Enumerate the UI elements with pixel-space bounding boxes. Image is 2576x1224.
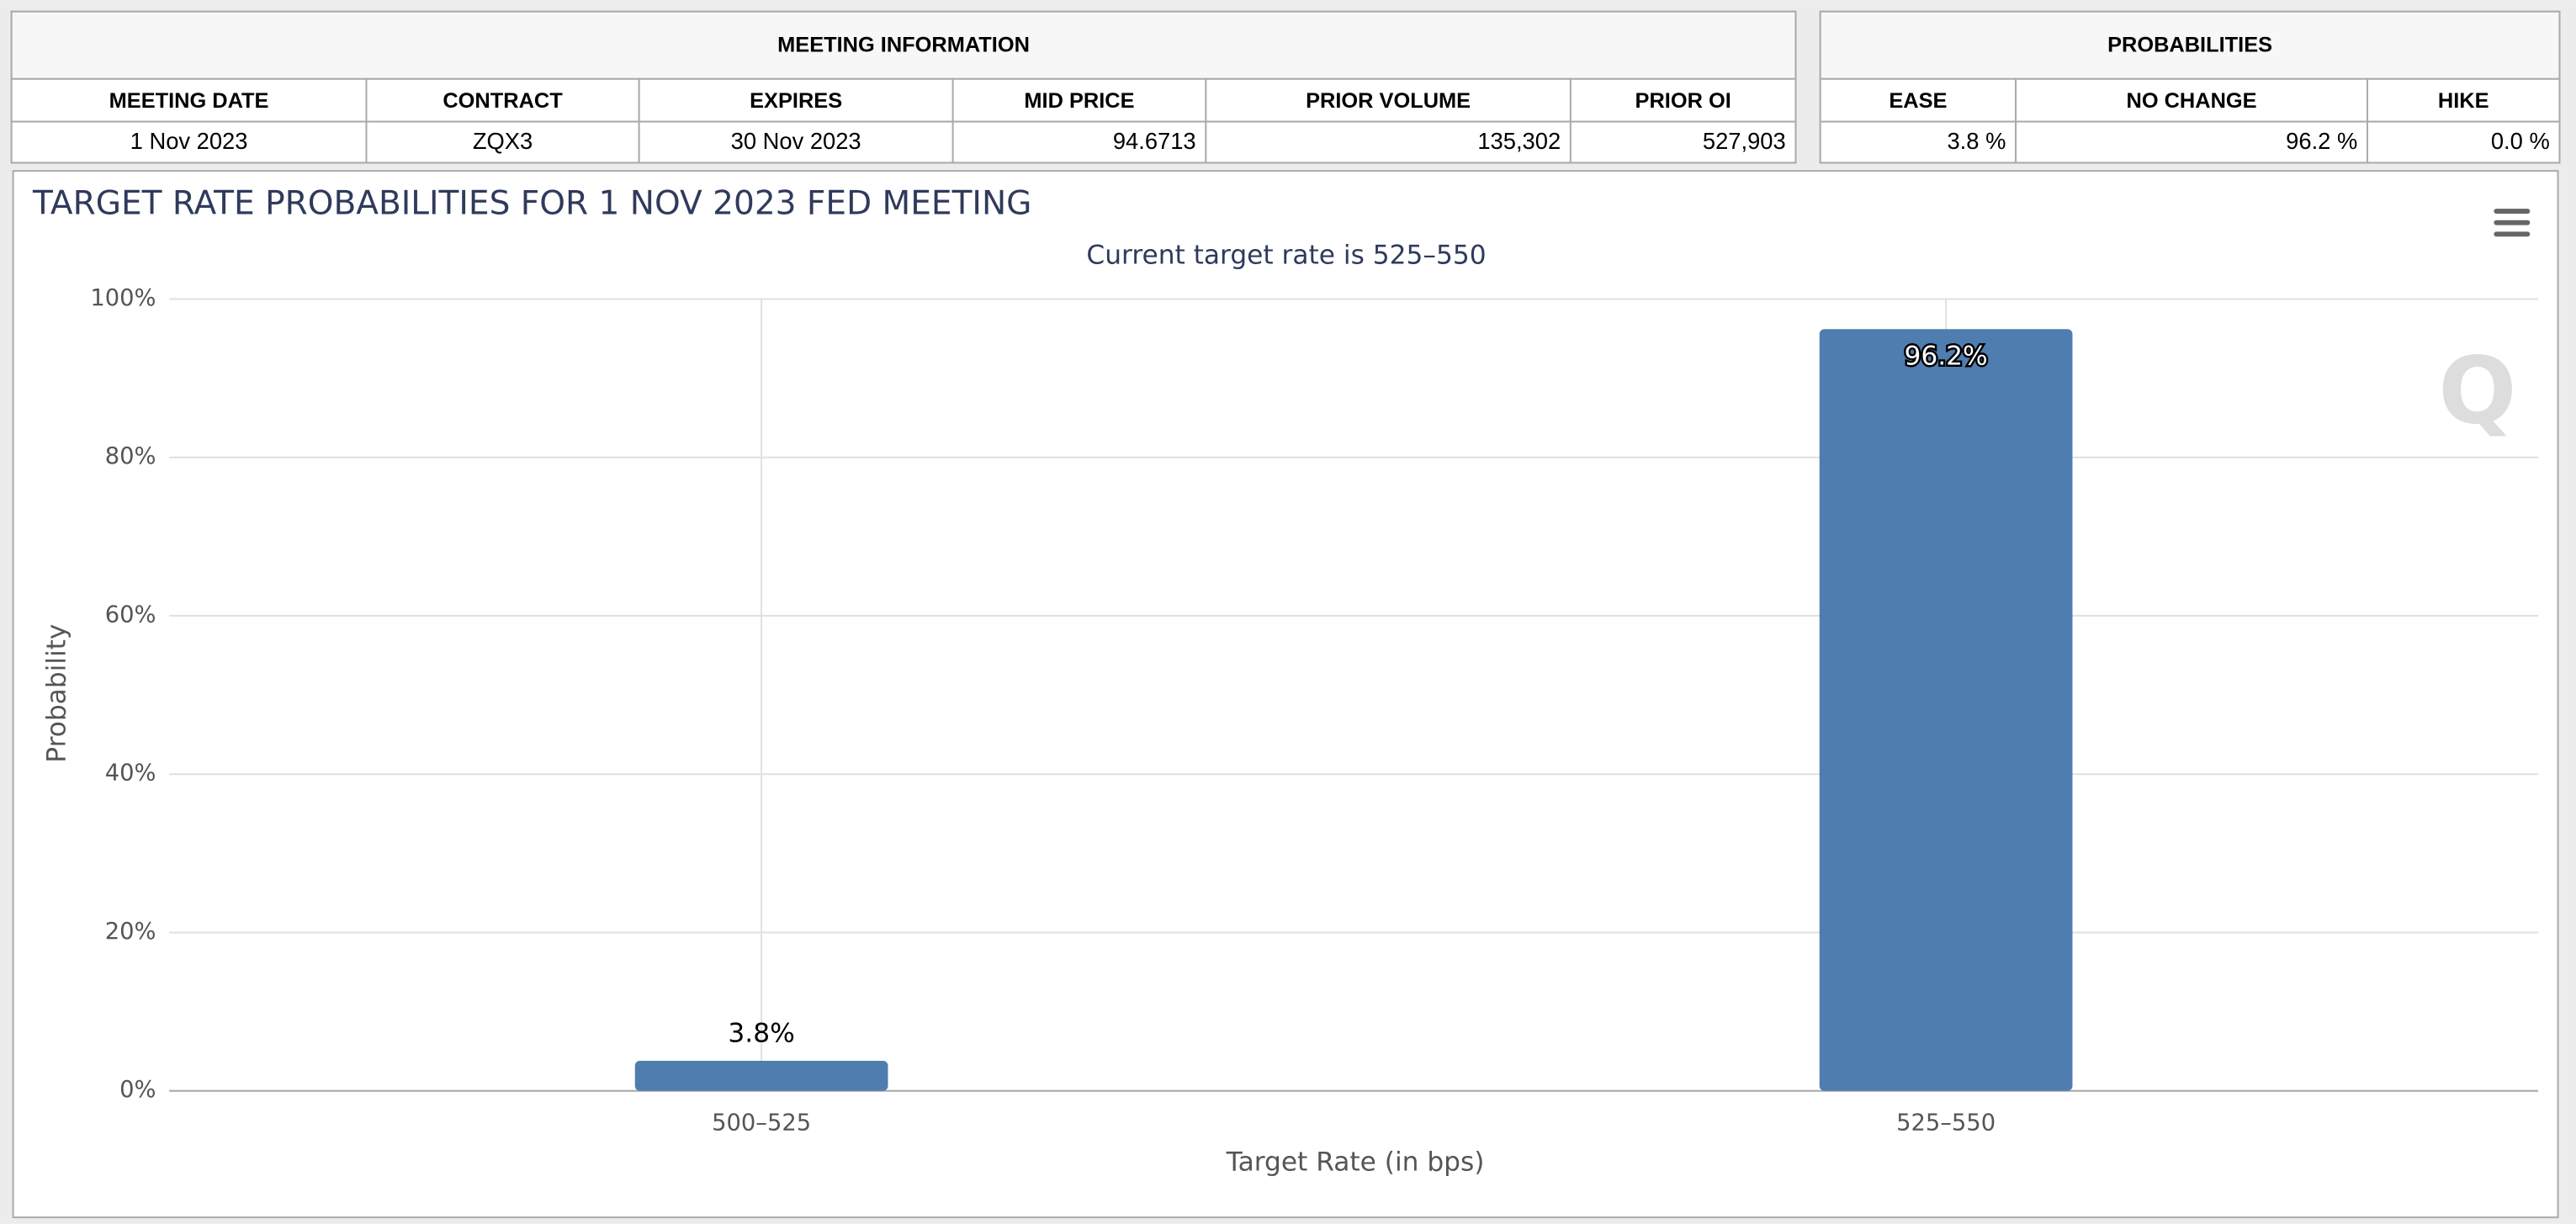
data-label: 3.8% bbox=[728, 1019, 794, 1049]
data-cell bbox=[1569, 120, 1797, 164]
y-tick-label: 60% bbox=[105, 601, 156, 628]
data-cell bbox=[365, 120, 640, 164]
menu-line bbox=[2494, 209, 2531, 214]
plot: 0% 20% 40% 60% 80% 100% 500–525 3.8% 525–550 96.2… bbox=[90, 285, 2539, 1136]
cell-value: 94.6713 bbox=[1113, 128, 1196, 154]
y-tick-label: 40% bbox=[105, 760, 156, 787]
cell-value: 96.2 % bbox=[2286, 128, 2357, 154]
header-cell bbox=[2367, 77, 2561, 123]
column-header: PRIOR OI bbox=[1635, 89, 1731, 113]
chart-title: TARGET RATE PROBABILITIES FOR 1 NOV 2023… bbox=[32, 185, 1031, 223]
cell-value: 527,903 bbox=[1703, 128, 1786, 154]
cell-value: 3.8 % bbox=[1947, 128, 2006, 154]
menu-line bbox=[2494, 231, 2531, 237]
header-cell bbox=[2015, 77, 2368, 123]
column-header: NO CHANGE bbox=[2127, 89, 2257, 113]
x-axis-label: Target Rate (in bps) bbox=[1226, 1147, 1485, 1178]
cell-value: 1 Nov 2023 bbox=[130, 128, 248, 154]
tables: MEETING INFORMATION MEETING DATE CONTRACT E… bbox=[10, 10, 2561, 164]
y-tick-label: 100% bbox=[90, 285, 156, 311]
data-cell bbox=[2367, 120, 2561, 164]
menu-line bbox=[2494, 220, 2531, 225]
header-cell bbox=[10, 77, 368, 123]
table-title: MEETING INFORMATION bbox=[777, 33, 1030, 56]
x-tick-label: 525–550 bbox=[1896, 1110, 1996, 1136]
column-header: EXPIRES bbox=[750, 89, 842, 113]
header-cell bbox=[1569, 77, 1797, 123]
data-cell bbox=[638, 120, 954, 164]
x-tick-label: 500–525 bbox=[712, 1110, 811, 1136]
column-header: MID PRICE bbox=[1024, 89, 1134, 113]
cell-value: 30 Nov 2023 bbox=[731, 128, 861, 154]
y-tick-label: 0% bbox=[119, 1077, 156, 1103]
table-title: PROBABILITIES bbox=[2107, 33, 2272, 56]
bar bbox=[634, 1060, 888, 1091]
y-tick-label: 20% bbox=[105, 919, 156, 945]
cell-value: 0.0 % bbox=[2491, 128, 2550, 154]
column-header: MEETING DATE bbox=[109, 89, 269, 113]
y-tick-label: 80% bbox=[105, 443, 156, 469]
data-label: 96.2% bbox=[1904, 341, 1987, 371]
table-title-cell bbox=[1819, 10, 2561, 80]
bar bbox=[1819, 329, 2073, 1091]
chart-subtitle: Current target rate is 525–550 bbox=[1086, 241, 1486, 271]
column-header: CONTRACT bbox=[443, 89, 563, 113]
data-cell bbox=[10, 120, 368, 164]
cell-value: 135,302 bbox=[1477, 128, 1561, 154]
cell-value: ZQX3 bbox=[473, 128, 533, 154]
chart-frame bbox=[12, 170, 2559, 1219]
data-cell bbox=[951, 120, 1207, 164]
y-axis-label: Probability bbox=[41, 624, 72, 763]
table-title-cell bbox=[10, 10, 1797, 80]
column-header: HIKE bbox=[2438, 89, 2489, 113]
column-header: PRIOR VOLUME bbox=[1306, 89, 1471, 113]
watermark: Q bbox=[2438, 336, 2516, 444]
menu-button[interactable] bbox=[2492, 207, 2531, 240]
column-header: EASE bbox=[1889, 89, 1947, 113]
data-cell bbox=[2015, 120, 2368, 164]
data-cell bbox=[1205, 120, 1572, 164]
header-cell bbox=[1819, 77, 2017, 123]
